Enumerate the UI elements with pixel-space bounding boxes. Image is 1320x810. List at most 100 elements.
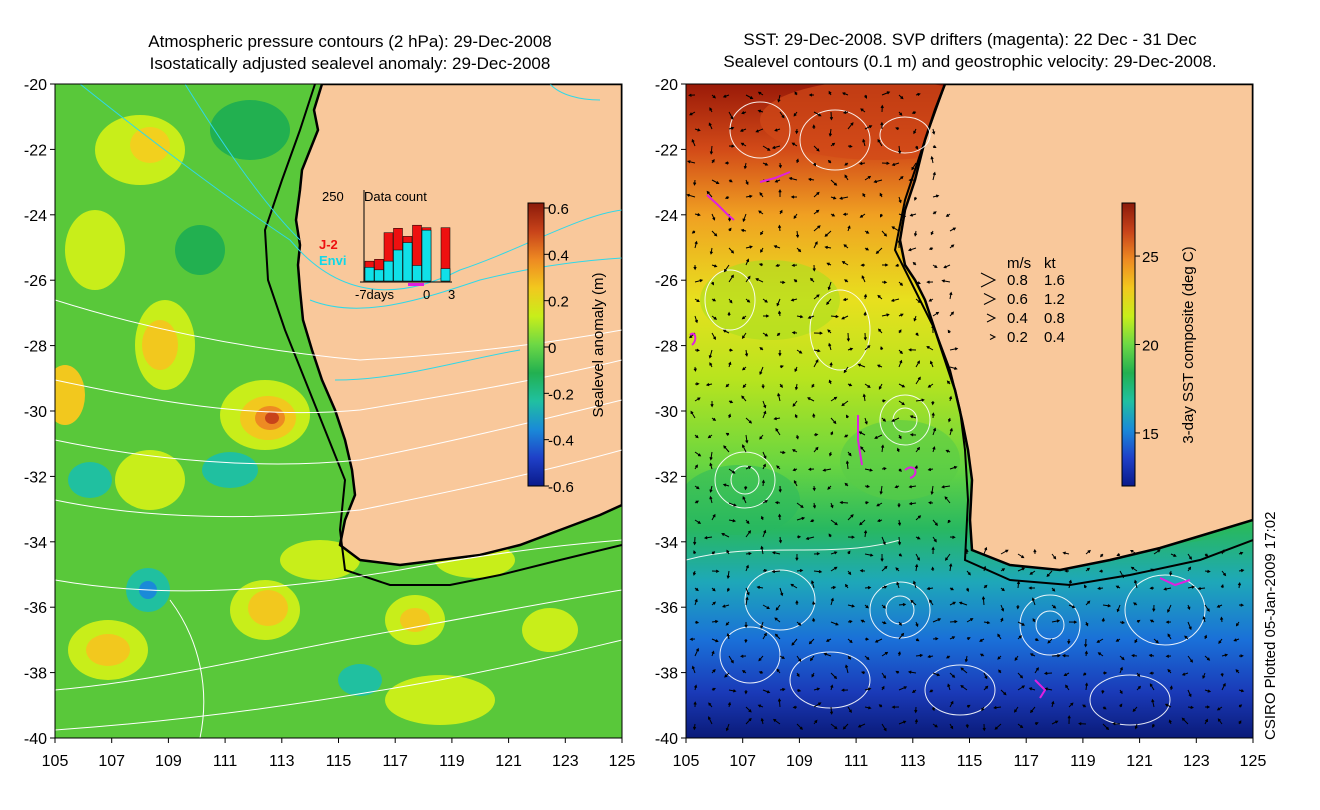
velocity-arrow [844, 482, 849, 487]
velocity-legend-ms: 0.4 [1007, 310, 1028, 327]
velocity-arrow [898, 720, 907, 725]
velocity-arrow [1238, 720, 1242, 725]
velocity-arrow [895, 567, 900, 572]
velocity-arrow [796, 535, 802, 539]
velocity-arrow [863, 332, 867, 341]
velocity-arrow [911, 110, 917, 114]
lat-tick-label: -34 [655, 535, 678, 552]
velocity-arrow [1136, 685, 1141, 691]
velocity-arrow [898, 383, 906, 388]
velocity-arrow [1084, 682, 1089, 691]
velocity-arrow [1102, 671, 1108, 675]
right-colorbar-label: 3-day SST composite (deg C) [1180, 246, 1197, 443]
velocity-arrow [1017, 553, 1025, 559]
velocity-arrow [757, 704, 764, 708]
velocity-arrow [948, 395, 953, 402]
velocity-arrow [1187, 689, 1192, 698]
velocity-arrow [945, 655, 951, 659]
velocity-arrow [931, 400, 935, 406]
velocity-arrow [1187, 621, 1192, 631]
velocity-arrow [792, 705, 798, 709]
velocity-arrow [876, 364, 883, 368]
velocity-arrow [966, 570, 971, 576]
velocity-arrow [830, 431, 834, 436]
velocity-arrow [796, 672, 800, 678]
velocity-arrow [897, 536, 902, 546]
velocity-arrow [762, 451, 767, 460]
velocity-arrow [745, 519, 750, 525]
velocity-arrow [779, 383, 783, 388]
velocity-arrow [828, 379, 832, 385]
velocity-arrow [777, 94, 781, 103]
velocity-arrow [907, 247, 917, 252]
velocity-arrow [830, 142, 836, 147]
velocity-arrow [728, 689, 737, 693]
velocity-arrow [795, 553, 799, 562]
velocity-arrow [874, 434, 883, 439]
velocity-arrow [863, 311, 867, 317]
lon-tick-label: 111 [213, 753, 237, 770]
velocity-arrow [813, 191, 820, 198]
velocity-arrow [741, 111, 747, 115]
velocity-arrow [813, 145, 820, 152]
velocity-arrow [1017, 672, 1024, 679]
velocity-arrow [862, 393, 866, 402]
velocity-arrow [931, 546, 935, 555]
velocity-arrow [760, 717, 764, 725]
velocity-arrow [728, 179, 733, 183]
velocity-arrow [1119, 689, 1123, 695]
velocity-arrow [694, 598, 698, 606]
velocity-arrow [795, 600, 799, 606]
velocity-arrow [1102, 723, 1110, 731]
velocity-arrow [773, 417, 781, 421]
velocity-arrow [928, 501, 934, 505]
legend-header-kt: kt [1044, 255, 1057, 272]
velocity-arrow [983, 584, 988, 589]
velocity-arrow [949, 723, 954, 730]
velocity-arrow [796, 568, 804, 573]
velocity-arrow [756, 585, 764, 589]
velocity-arrow [941, 485, 951, 489]
lon-tick-label: 107 [98, 753, 125, 770]
velocity-arrow [913, 128, 917, 135]
lon-tick-label: 107 [729, 753, 756, 770]
velocity-arrow [693, 701, 697, 708]
velocity-arrow [774, 179, 781, 183]
velocity-arrow [693, 536, 697, 546]
velocity-legend: m/s kt 0.8 1.6 0.6 1.2 0.4 0.8 0.2 0.4 [980, 255, 1065, 346]
velocity-arrow [960, 667, 968, 674]
velocity-arrow [711, 94, 716, 99]
velocity-arrow [947, 519, 951, 524]
velocity-arrow [1169, 685, 1173, 691]
velocity-arrow [694, 684, 698, 691]
pressure-contours [55, 299, 622, 738]
velocity-arrow [915, 638, 920, 642]
velocity-arrow [711, 179, 720, 184]
left-title-line1: Atmospheric pressure contours (2 hPa): 2… [148, 32, 552, 51]
velocity-arrow [755, 278, 764, 283]
velocity-arrow [708, 716, 713, 725]
velocity-arrow [1119, 655, 1125, 661]
velocity-arrow [759, 366, 764, 376]
velocity-arrow [777, 392, 781, 402]
velocity-arrow [1136, 672, 1141, 678]
right-colorbar-tick-label: 15 [1142, 426, 1159, 443]
velocity-arrow [898, 111, 903, 116]
velocity-arrow [944, 496, 951, 504]
right-title-line2: Sealevel contours (0.1 m) and geostrophi… [723, 52, 1217, 71]
velocity-arrow [745, 258, 750, 266]
velocity-arrow [830, 621, 839, 626]
velocity-arrow [1084, 650, 1088, 657]
velocity-arrow [1132, 706, 1138, 712]
velocity-arrow [773, 245, 781, 249]
velocity-arrow [762, 400, 767, 409]
velocity-arrow [722, 329, 730, 334]
velocity-arrow [858, 431, 866, 436]
velocity-arrow [830, 723, 838, 730]
velocity-arrow [897, 519, 902, 527]
envi-count-bar [440, 268, 451, 282]
velocity-arrow [745, 94, 754, 99]
velocity-legend-kt: 1.6 [1044, 272, 1065, 289]
velocity-arrow [1033, 548, 1037, 555]
envi-count-bar [412, 265, 422, 282]
